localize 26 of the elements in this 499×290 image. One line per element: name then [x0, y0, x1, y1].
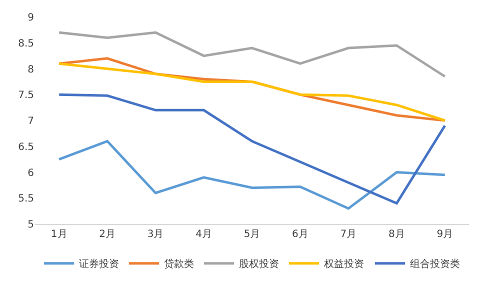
legend-label: 贷款类 — [164, 258, 194, 270]
y-tick-label: 7.5 — [18, 90, 34, 102]
x-tick-label: 8月 — [388, 229, 405, 240]
x-tick-label: 3月 — [147, 229, 164, 240]
y-tick-label: 7 — [28, 116, 34, 127]
y-tick-label: 8 — [28, 64, 34, 76]
y-tick-label: 5.5 — [18, 194, 34, 205]
legend-label: 证券投资 — [79, 258, 119, 270]
legend-label: 组合投资类 — [410, 258, 460, 270]
x-tick-label: 6月 — [292, 229, 308, 240]
y-tick-label: 8.5 — [18, 38, 34, 50]
y-tick-label: 9 — [28, 12, 34, 24]
x-tick-label: 4月 — [196, 229, 212, 240]
y-tick-label: 6 — [28, 168, 34, 179]
x-tick-label: 1月 — [50, 229, 68, 240]
line-series — [58, 140, 446, 210]
line-series — [58, 31, 446, 78]
x-tick-label: 2月 — [99, 229, 116, 240]
legend-label: 权益投资 — [323, 258, 364, 270]
legend-label: 股权投资 — [239, 258, 279, 270]
y-tick-label: 5 — [28, 220, 34, 230]
x-tick-label: 9月 — [436, 229, 454, 240]
x-tick-label: 7月 — [340, 229, 357, 240]
line-series — [58, 93, 446, 205]
x-tick-label: 5月 — [244, 229, 260, 240]
y-tick-label: 6.5 — [18, 142, 34, 153]
